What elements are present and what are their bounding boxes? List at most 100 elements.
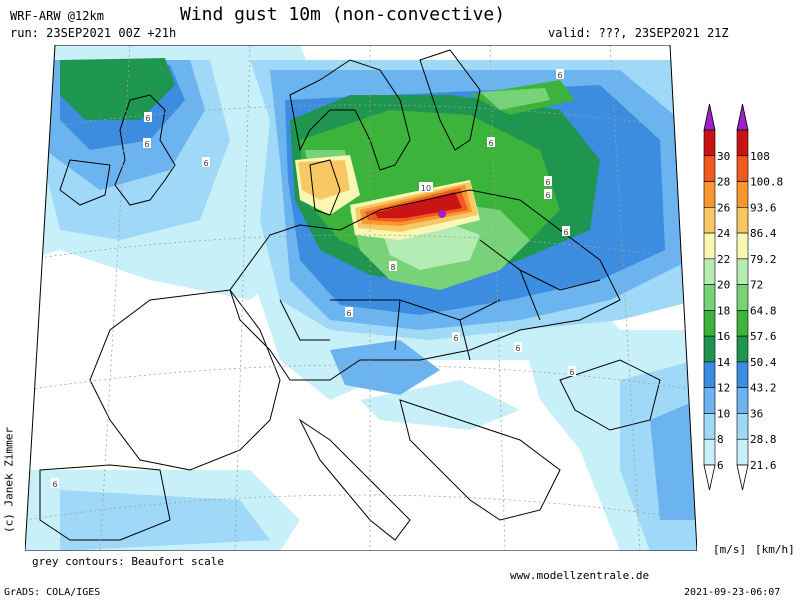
colorbar-cell xyxy=(736,181,749,208)
colorbar-cell xyxy=(736,361,749,388)
colorbar-label-kmh: 79.2 xyxy=(750,253,777,266)
colorbar-label-ms: 14 xyxy=(717,356,731,369)
beaufort-label-bg xyxy=(389,261,397,271)
colorbar-cell xyxy=(703,310,716,337)
valid-time-label: valid: ???, 23SEP2021 21Z xyxy=(548,26,729,40)
colorbar-label-kmh: 50.4 xyxy=(750,356,777,369)
beaufort-labels: 6 6 6 6 6 6 6 6 10 8 6 6 6 6 6 xyxy=(51,69,576,489)
credit-label: (c) Janek Zimmer xyxy=(2,427,16,533)
colorbar-label-kmh: 72 xyxy=(750,279,763,292)
beaufort-label: 6 xyxy=(144,140,149,149)
beaufort-label-bg xyxy=(544,176,552,186)
colorbar-cell xyxy=(736,387,749,414)
colorbar-cell xyxy=(703,232,716,260)
wind-field-purple xyxy=(438,210,446,218)
colorbar-label-ms: 22 xyxy=(717,253,730,266)
colorbar-label-kmh: 100.8 xyxy=(750,176,783,189)
beaufort-label-bg xyxy=(51,478,59,488)
colorbar-label-kmh: 108 xyxy=(750,150,770,163)
colorbar-cell xyxy=(736,335,749,363)
model-label: WRF-ARW @12km xyxy=(10,9,104,23)
colorbar-label-ms: 18 xyxy=(717,304,730,317)
colorbar-cell xyxy=(736,310,749,337)
colorbar-label-ms: 6 xyxy=(717,459,724,472)
colorbar-label-kmh: 93.6 xyxy=(750,201,777,214)
beaufort-label: 6 xyxy=(488,139,493,148)
colorbar-cell xyxy=(703,129,716,157)
beaufort-label-bg xyxy=(202,157,210,167)
colorbar-label-ms: 8 xyxy=(717,433,724,446)
beaufort-label-bg xyxy=(544,189,552,199)
colorbar-cell xyxy=(703,284,716,311)
beaufort-label-bg xyxy=(556,69,564,79)
colorbar-label-kmh: 64.8 xyxy=(750,304,777,317)
beaufort-label-bg xyxy=(419,182,433,192)
beaufort-label-bg xyxy=(452,332,460,342)
unit-ms-label: [m/s] xyxy=(713,543,747,556)
beaufort-label: 8 xyxy=(390,263,395,272)
colorbar-cell xyxy=(736,129,749,157)
beaufort-label: 6 xyxy=(545,191,550,200)
coastlines-and-borders xyxy=(39,49,661,541)
beaufort-label: 6 xyxy=(569,368,574,377)
beaufort-label-bg xyxy=(514,342,522,352)
beaufort-label: 6 xyxy=(145,114,150,123)
beaufort-label: 6 xyxy=(557,71,562,80)
colorbar-cell xyxy=(703,258,716,285)
colorbar-cell xyxy=(703,335,716,363)
beaufort-label: 6 xyxy=(563,228,568,237)
colorbar-cell xyxy=(736,438,749,466)
beaufort-label-bg xyxy=(562,226,570,236)
website-label: www.modellzentrale.de xyxy=(510,569,650,582)
beaufort-label: 6 xyxy=(515,344,520,353)
colorbar-cell xyxy=(736,284,749,311)
beaufort-label-bg xyxy=(487,137,495,147)
map-title: Wind gust 10m (non-convective) xyxy=(180,4,506,25)
map-frame xyxy=(25,45,697,551)
colorbar-bottom-arrow xyxy=(736,464,749,491)
colorbar-label-ms: 26 xyxy=(717,201,730,214)
wind-gust-map: 6 6 6 6 6 6 6 6 10 8 6 6 6 6 6 xyxy=(25,45,697,551)
beaufort-label: 6 xyxy=(545,178,550,187)
colorbar-label-kmh: 28.8 xyxy=(750,433,777,446)
colorbar-label-ms: 30 xyxy=(717,150,730,163)
beaufort-label-bg xyxy=(568,366,576,376)
colorbar-label-ms: 24 xyxy=(717,227,731,240)
beaufort-label: 10 xyxy=(421,184,431,193)
beaufort-label-bg xyxy=(143,138,151,148)
colorbar-bottom-arrow xyxy=(703,464,716,491)
colorbar-label-kmh: 86.4 xyxy=(750,227,777,240)
colorbar-cell xyxy=(703,413,716,440)
colorbar-top-arrow xyxy=(703,103,716,131)
colorbar-cell xyxy=(703,207,716,234)
colorbar-cell xyxy=(703,438,716,466)
colorbar-label-kmh: 36 xyxy=(750,407,763,420)
colorbar-legend: 6 8 10 12 14 16 18 20 22 24 26 28 30 21.6 28.8 36 43.2 50… xyxy=(700,100,800,495)
beaufort-label: 6 xyxy=(203,159,208,168)
colorbar-cell xyxy=(736,413,749,440)
colorbar-label-ms: 10 xyxy=(717,407,730,420)
colorbar-label-ms: 28 xyxy=(717,176,730,189)
colorbar-label-kmh: 43.2 xyxy=(750,382,777,395)
colorbar-cell xyxy=(703,361,716,388)
colorbar-label-ms: 20 xyxy=(717,279,730,292)
colorbar-label-kmh: 57.6 xyxy=(750,330,777,343)
colorbar-cell xyxy=(736,155,749,182)
lat-lon-grid xyxy=(25,45,697,551)
grads-credit: GrADS: COLA/IGES xyxy=(4,587,101,598)
contours-note: grey contours: Beaufort scale xyxy=(32,555,225,568)
colorbar-top-arrow xyxy=(736,103,749,131)
beaufort-label-bg xyxy=(345,307,353,317)
colorbar-cell xyxy=(736,207,749,234)
colorbar-cell xyxy=(703,181,716,208)
colorbar-cell xyxy=(703,155,716,182)
beaufort-label: 6 xyxy=(52,480,57,489)
colorbar-label-kmh: 21.6 xyxy=(750,459,777,472)
colorbar-cell xyxy=(703,387,716,414)
colorbar-cell xyxy=(736,258,749,285)
generated-timestamp: 2021-09-23-06:07 xyxy=(684,587,781,598)
colorbar-label-ms: 12 xyxy=(717,382,730,395)
colorbar-cell xyxy=(736,232,749,260)
run-label: run: 23SEP2021 00Z +21h xyxy=(10,26,177,40)
beaufort-label: 6 xyxy=(453,334,458,343)
